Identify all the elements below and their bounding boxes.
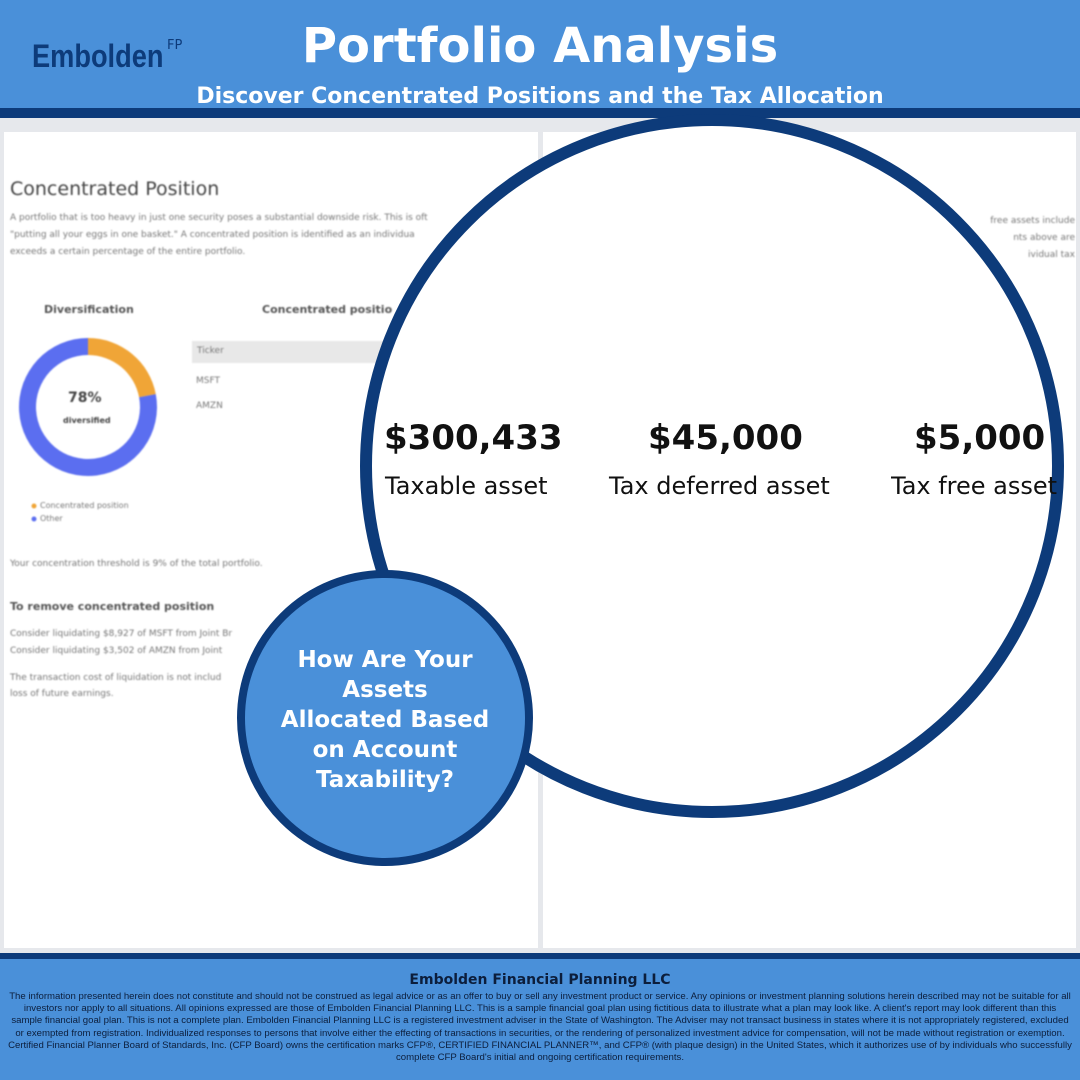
asset-amount: $5,000 — [914, 418, 1046, 458]
asset-amount: $300,433 — [384, 418, 563, 458]
legend-swatch — [31, 516, 37, 522]
donut-segment — [88, 338, 156, 398]
text-line: nts above are — [1013, 233, 1075, 243]
asset-label: Tax free asset — [891, 472, 1058, 500]
legend-entry: Other — [40, 514, 63, 523]
callout-text: How Are Your Assets Allocated Based on A… — [280, 647, 490, 793]
subtitle: Discover Concentrated Positions and the … — [196, 84, 884, 109]
brand: Embolden — [32, 38, 164, 74]
title: Portfolio Analysis — [301, 18, 779, 74]
text-line: exceeds a certain percentage of the enti… — [10, 247, 246, 257]
legend-swatch — [31, 503, 37, 509]
text-line: free assets include — [990, 216, 1075, 226]
donut-caption: diversified — [63, 416, 111, 425]
section-title: Concentrated Position — [10, 178, 220, 200]
remove-title: To remove concentrated position — [10, 600, 215, 613]
table-header: Ticker — [192, 341, 392, 363]
asset-label: Tax deferred asset — [609, 472, 830, 500]
right-fragments: free assets include nts above are ividua… — [960, 213, 1075, 264]
text-line: Consider liquidating $8,927 of MSFT from… — [10, 629, 233, 639]
footer-disclaimer: The information presented herein does no… — [8, 991, 1072, 1064]
footer-company: Embolden Financial Planning LLC — [409, 972, 671, 988]
text-line: Your concentration threshold is 9% of th… — [10, 559, 263, 569]
text-line: "putting all your eggs in one basket." A… — [10, 230, 415, 240]
brand-mark: FP — [167, 38, 183, 53]
donut-chart — [19, 338, 158, 522]
text-line: Consider liquidating $3,502 of AMZN from… — [10, 646, 223, 656]
text-line: ividual tax — [1028, 250, 1075, 260]
legend-entry: Concentrated position — [40, 501, 129, 510]
table-cell: AMZN — [196, 401, 223, 411]
report-screenshot: Concentrated Position A portfolio that i… — [0, 132, 540, 948]
text-line: loss of future earnings. — [10, 689, 114, 699]
table-cell: MSFT — [196, 376, 220, 386]
donut-title: Diversification — [44, 303, 134, 316]
donut-center: 78% — [68, 390, 102, 406]
text-line: A portfolio that is too heavy in just on… — [10, 213, 428, 223]
asset-amount: $45,000 — [648, 418, 803, 458]
text-line: The transaction cost of liquidation is n… — [10, 673, 222, 683]
header: Embolden FP Portfolio Analysis Discover … — [0, 0, 1080, 118]
footer: Embolden Financial Planning LLC The info… — [0, 953, 1080, 1080]
asset-label: Taxable asset — [385, 472, 548, 500]
table-title: Concentrated positio — [262, 303, 393, 316]
